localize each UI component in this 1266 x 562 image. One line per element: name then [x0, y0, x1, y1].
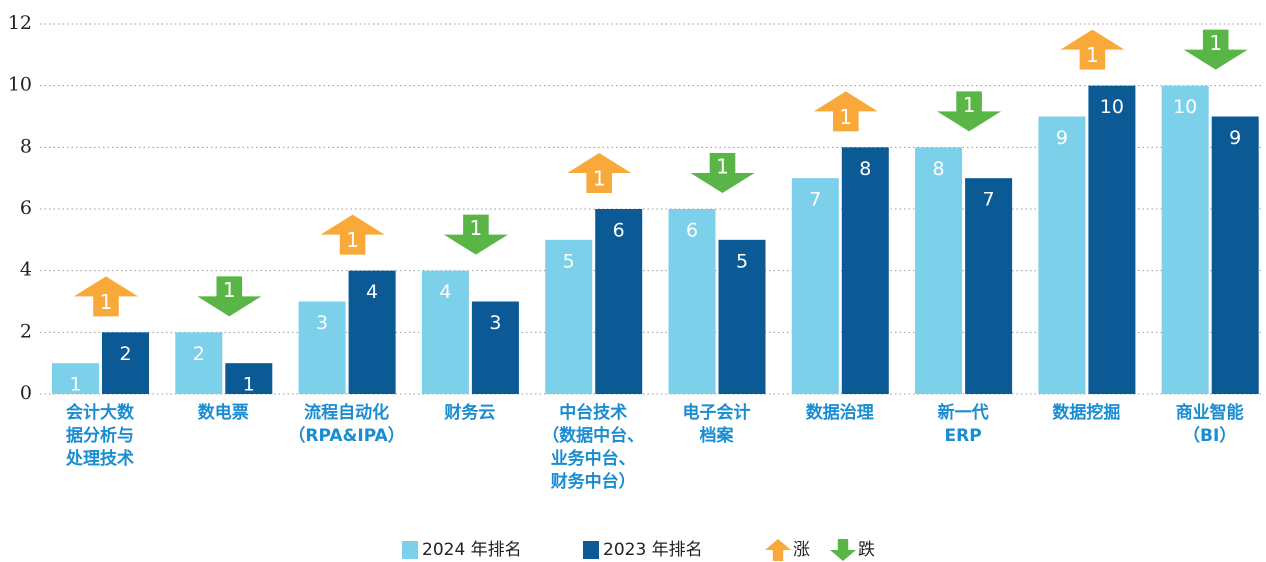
y-tick-label: 8	[20, 135, 32, 157]
bar	[348, 270, 396, 394]
change-label: 1	[100, 290, 113, 314]
value-label: 10	[1173, 96, 1197, 118]
bar	[421, 270, 469, 394]
change-arrow	[443, 214, 508, 255]
change-arrow	[567, 153, 632, 193]
bar	[471, 301, 519, 394]
x-tick-label: 数据挖掘	[1052, 403, 1121, 423]
change-label: 1	[963, 93, 976, 117]
bar	[965, 178, 1013, 394]
y-tick-label: 2	[20, 320, 32, 342]
bar	[841, 147, 889, 394]
value-label: 10	[1100, 96, 1124, 118]
legend-swatch	[583, 541, 599, 559]
value-label: 5	[736, 250, 748, 272]
bar	[1211, 116, 1259, 394]
x-tick-label: 电子会计 档案	[682, 403, 751, 446]
y-tick-label: 0	[20, 382, 32, 404]
legend-label: 2024 年排名	[422, 540, 522, 560]
value-label: 1	[69, 374, 81, 396]
bar	[1038, 116, 1086, 394]
change-arrow	[1060, 29, 1125, 70]
value-label: 3	[316, 312, 328, 334]
legend-label: 跌	[858, 540, 875, 560]
bar	[298, 301, 346, 394]
x-tick-label: 商业智能 （BI）	[1175, 403, 1244, 446]
value-label: 2	[193, 343, 205, 365]
value-label: 6	[613, 220, 625, 242]
y-tick-label: 6	[20, 197, 32, 219]
y-tick-label: 10	[8, 74, 32, 96]
bar	[791, 178, 839, 394]
value-label: 4	[366, 281, 378, 303]
change-arrow	[74, 276, 138, 317]
bar	[225, 363, 273, 394]
change-label: 1	[1086, 43, 1099, 67]
bar	[102, 332, 149, 394]
change-arrow	[320, 214, 385, 255]
bar	[718, 239, 766, 394]
value-label: 1	[243, 374, 255, 396]
legend-label: 2023 年排名	[603, 540, 703, 560]
x-tick-label: 财务云	[444, 403, 496, 423]
x-tick-label: 数据治理	[805, 403, 874, 423]
change-arrow	[813, 91, 878, 132]
change-label: 1	[1209, 31, 1222, 55]
value-label: 3	[489, 312, 501, 334]
change-arrow	[690, 153, 755, 193]
value-label: 9	[1229, 127, 1241, 149]
y-tick-label: 4	[20, 259, 32, 281]
legend-arrow	[830, 539, 856, 561]
x-tick-label: 会计大数 据分析与 处理技术	[66, 403, 134, 469]
legend-swatch	[402, 541, 418, 559]
bar	[175, 332, 223, 394]
legend-label: 涨	[793, 540, 810, 560]
change-label: 1	[593, 167, 606, 191]
value-label: 2	[119, 343, 131, 365]
value-label: 4	[439, 281, 451, 303]
value-label: 9	[1056, 127, 1068, 149]
value-label: 8	[933, 158, 945, 180]
x-tick-label: 流程自动化 （RPA&IPA）	[288, 403, 405, 446]
value-label: 6	[686, 220, 698, 242]
value-label: 5	[563, 250, 575, 272]
change-label: 1	[223, 278, 236, 302]
value-label: 8	[859, 158, 871, 180]
change-arrow	[937, 91, 1002, 132]
value-label: 7	[983, 189, 995, 211]
change-arrow	[1183, 29, 1248, 70]
y-tick-label: 12	[8, 12, 32, 34]
bar	[545, 239, 593, 394]
change-arrow	[197, 276, 262, 317]
value-label: 7	[809, 189, 821, 211]
change-label: 1	[470, 216, 483, 240]
x-tick-label: 数电票	[197, 403, 249, 423]
bar	[1161, 85, 1209, 395]
change-label: 1	[716, 155, 729, 179]
change-label: 1	[839, 105, 852, 129]
bar	[52, 363, 99, 394]
bar	[595, 209, 643, 394]
bar	[1088, 85, 1136, 395]
bar	[915, 147, 963, 394]
bar	[668, 209, 716, 394]
legend-arrow	[765, 539, 791, 561]
x-tick-label: 新一代 ERP	[937, 403, 989, 446]
change-label: 1	[346, 228, 359, 252]
x-tick-label: 中台技术 （数据中台、 业务中台、 财务中台）	[542, 403, 645, 492]
